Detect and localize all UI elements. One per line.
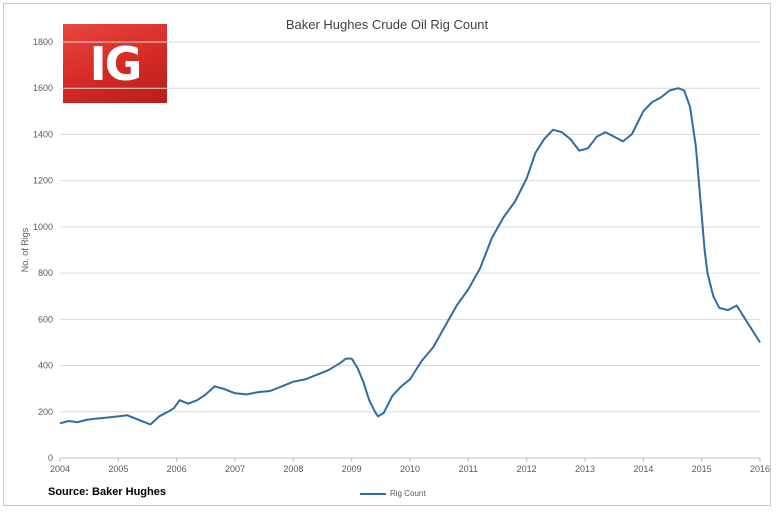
series-line-rig-count [59,87,761,426]
x-tick-label: 2016 [750,464,770,474]
legend-label: Rig Count [390,489,426,498]
y-tick-label: 800 [38,268,53,278]
x-tick-label: 2014 [633,464,653,474]
legend-swatch [360,492,386,495]
chart-frame: Baker Hughes Crude Oil Rig Count IG Sour… [3,3,771,506]
x-tick-label: 2012 [517,464,537,474]
y-tick-label: 1400 [33,129,53,139]
x-tick-label: 2010 [400,464,420,474]
x-tick-label: 2015 [692,464,712,474]
y-axis-title: No. of Rigs [20,227,30,272]
source-note: Source: Baker Hughes [48,486,166,498]
x-tick-label: 2008 [283,464,303,474]
x-tick-label: 2009 [342,464,362,474]
y-tick-label: 200 [38,407,53,417]
y-tick-label: 600 [38,314,53,324]
x-tick-label: 2011 [459,464,478,474]
y-tick-label: 1200 [33,176,53,186]
x-tick-label: 2007 [225,464,245,474]
chart-title: Baker Hughes Crude Oil Rig Count [285,17,489,32]
y-tick-label: 0 [48,453,53,463]
y-tick-label: 1600 [33,83,53,93]
y-tick-label: 1000 [33,222,53,232]
ig-logo: IG [63,24,167,103]
ig-logo-text: IG [89,36,143,91]
x-tick-label: 2013 [575,464,595,474]
y-tick-label: 400 [38,361,53,371]
y-tick-label: 1800 [33,37,53,47]
x-tick-label: 2004 [50,464,70,474]
x-tick-label: 2005 [108,464,128,474]
x-tick-label: 2006 [167,464,187,474]
legend: Rig Count [360,489,426,498]
